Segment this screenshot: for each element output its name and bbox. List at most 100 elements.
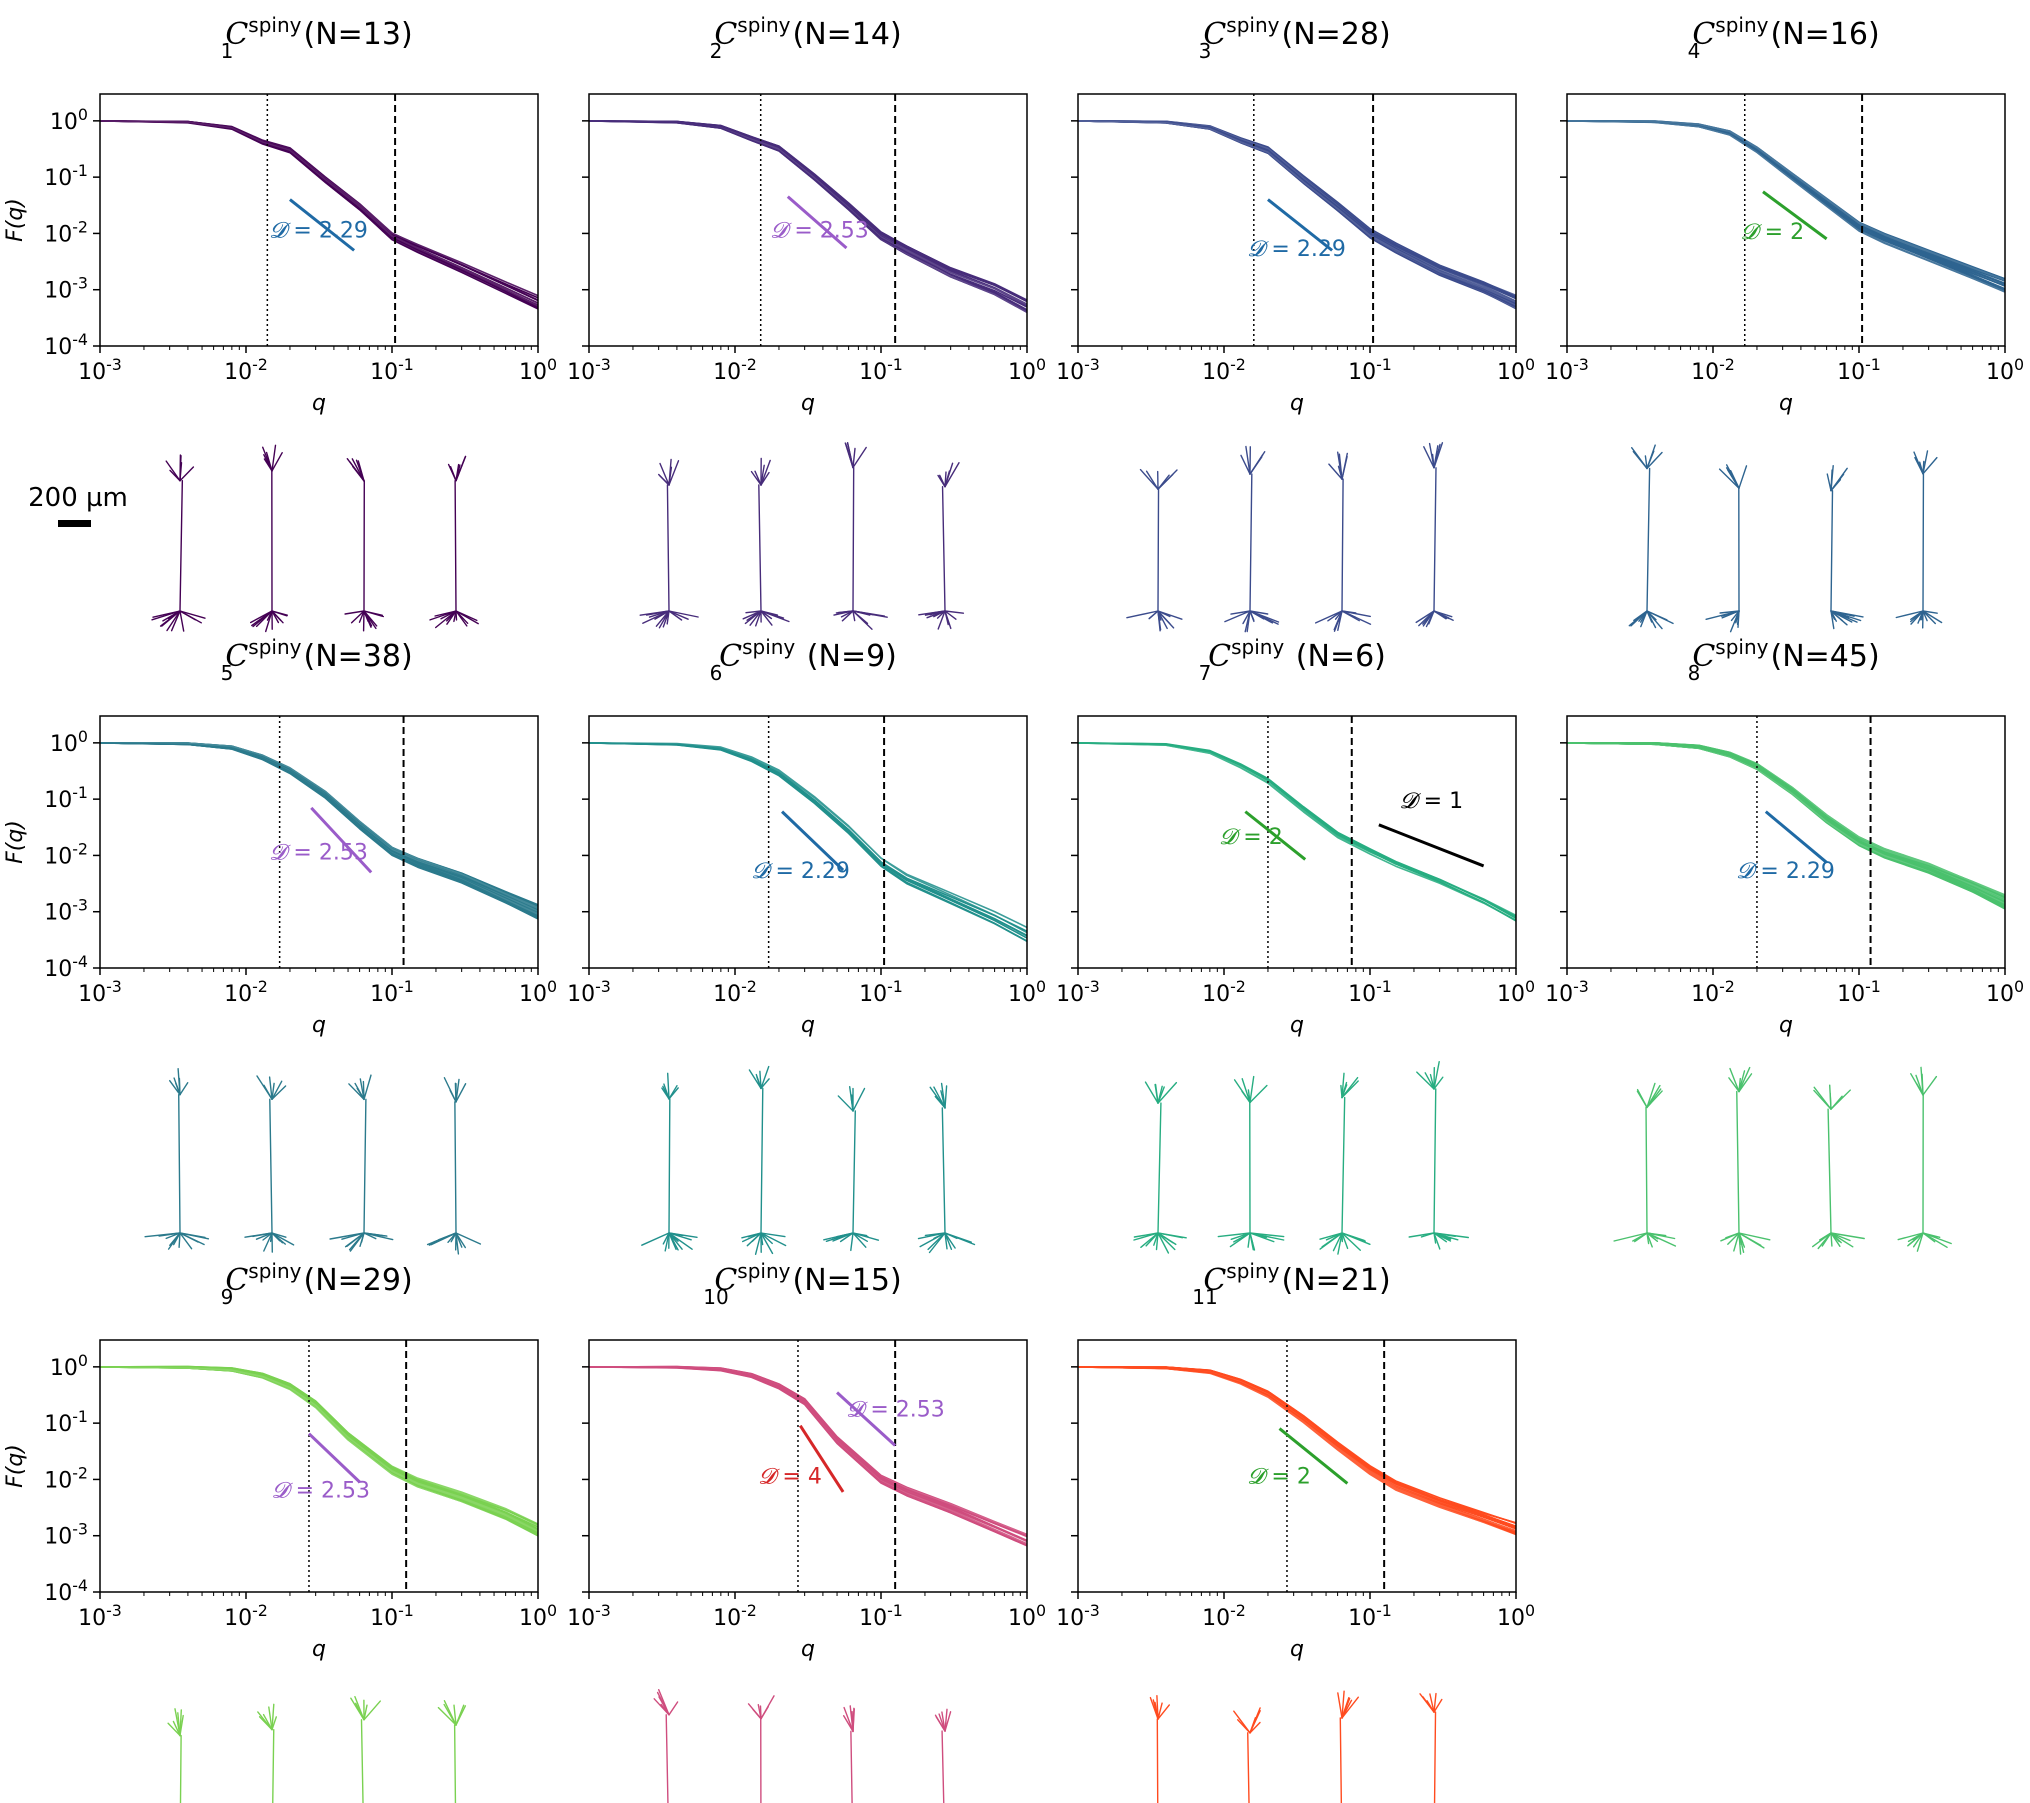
basal-dendrite	[179, 610, 202, 624]
slope-line	[799, 1424, 845, 1493]
slope-label: 𝓓 = 2	[1219, 825, 1282, 850]
apical-tuft-branch	[668, 460, 680, 486]
basal-dendrite	[363, 1232, 377, 1240]
apical-tuft-branch	[944, 462, 960, 488]
basal-dendrite	[1646, 610, 1657, 629]
basal-dendrite	[852, 610, 873, 630]
x-axis-label: q	[1290, 1013, 1304, 1038]
apical-tuft-branch	[271, 1716, 277, 1731]
basal-dendrite	[1157, 610, 1171, 618]
basal-dendrite	[455, 1232, 460, 1255]
apical-tuft-branch	[667, 1072, 670, 1100]
y-tick-label: 10-2	[44, 217, 88, 247]
basal-dendrite	[1315, 610, 1343, 624]
apical-tuft-branch	[852, 446, 867, 469]
basal-dendrite	[839, 1232, 854, 1243]
data-curve	[100, 742, 538, 919]
x-tick-label: 10-2	[713, 977, 757, 1007]
basal-dendrite	[1830, 1232, 1833, 1247]
x-tick-label: 10-2	[1691, 977, 1735, 1007]
apical-dendrite	[666, 484, 670, 612]
basal-dendrite	[1922, 610, 1943, 624]
basal-dendrite	[1140, 1232, 1159, 1248]
y-tick-label: 10-3	[44, 1520, 88, 1550]
basal-dendrite	[1247, 1232, 1251, 1248]
slope-line	[1762, 190, 1828, 241]
apical-tuft-branch	[1341, 1072, 1345, 1099]
data-curve	[589, 120, 1027, 308]
basal-dendrite	[1249, 610, 1269, 615]
neuron	[1705, 464, 1748, 633]
x-tick-label: 10-1	[859, 977, 903, 1007]
basal-dendrite	[1341, 1232, 1361, 1251]
apical-tuft-branch	[1156, 1695, 1159, 1720]
apical-dendrite	[1433, 1088, 1437, 1234]
apical-dendrite	[941, 486, 946, 612]
apical-tuft-branch	[1249, 1084, 1268, 1104]
apical-tuft-branch	[1241, 1078, 1251, 1104]
basal-dendrite	[1325, 1232, 1343, 1241]
apical-tuft-branch	[1157, 1702, 1163, 1720]
basal-dendrite	[928, 1232, 946, 1254]
basal-dendrite	[1341, 1232, 1365, 1242]
data-curve	[589, 120, 1027, 301]
apical-tuft-branch	[455, 1704, 465, 1726]
neuron	[1319, 1072, 1371, 1255]
apical-tuft-branch	[262, 446, 273, 472]
apical-tuft-branch	[1341, 1081, 1348, 1099]
x-tick-label: 10-1	[859, 1601, 903, 1631]
data-curve	[1078, 742, 1516, 918]
basal-dendrite	[1646, 1232, 1676, 1240]
x-tick-label: 10-3	[1545, 977, 1589, 1007]
apical-dendrite	[850, 1730, 853, 1803]
x-tick-label: 100	[519, 355, 557, 385]
basal-dendrite	[455, 610, 458, 621]
apical-tuft-branch	[760, 459, 771, 486]
neuron	[1897, 1066, 1952, 1252]
neuron-morphologies	[167, 1695, 467, 1803]
x-tick-label: 100	[1497, 977, 1535, 1007]
apical-tuft-branch	[363, 1704, 368, 1721]
apical-tuft-branch	[1636, 1090, 1648, 1109]
apical-dendrite	[1247, 1732, 1250, 1803]
apical-tuft-branch	[1416, 1071, 1435, 1090]
axes-frame	[1566, 93, 2006, 347]
basal-dendrite	[1830, 1232, 1865, 1240]
basal-dendrite	[742, 610, 762, 620]
apical-tuft-branch	[1433, 1076, 1444, 1090]
basal-dendrite	[179, 610, 185, 632]
apical-tuft-branch	[1328, 463, 1343, 480]
apical-tuft-branch	[1726, 464, 1740, 489]
apical-dendrite	[178, 1093, 181, 1234]
apical-tuft-branch	[1738, 1066, 1751, 1093]
neuron	[917, 1082, 976, 1254]
apical-dendrite	[454, 479, 457, 612]
apical-tuft-branch	[1632, 450, 1648, 470]
apical-tuft-branch	[179, 466, 195, 482]
neuron	[1895, 450, 1943, 629]
apical-tuft-branch	[940, 1090, 946, 1109]
basal-dendrite	[1433, 1232, 1456, 1237]
basal-dendrite	[1821, 1232, 1832, 1247]
apical-dendrite	[668, 1098, 671, 1234]
basal-dendrite	[1820, 1232, 1832, 1240]
curve-group	[589, 120, 1027, 314]
y-tick-label: 10-2	[44, 839, 88, 869]
apical-tuft-branch	[1922, 456, 1938, 475]
apical-tuft-branch	[1237, 1719, 1251, 1734]
apical-tuft-branch	[1249, 451, 1266, 475]
apical-tuft-branch	[179, 1714, 184, 1737]
panel-title: Cspiny(N=28)	[1203, 13, 1390, 52]
neuron	[344, 457, 384, 632]
apical-tuft-branch	[843, 1706, 854, 1733]
x-tick-label: 10-3	[1056, 977, 1100, 1007]
basal-dendrite	[1157, 1232, 1184, 1239]
basal-dendrite	[1246, 610, 1251, 633]
panel-title-subscript: 3	[1199, 39, 1212, 63]
basal-dendrite	[1433, 610, 1450, 620]
apical-tuft-branch	[268, 1076, 273, 1100]
basal-dendrite	[344, 610, 365, 615]
basal-dendrite	[1337, 610, 1343, 631]
basal-dendrite	[668, 1232, 684, 1237]
